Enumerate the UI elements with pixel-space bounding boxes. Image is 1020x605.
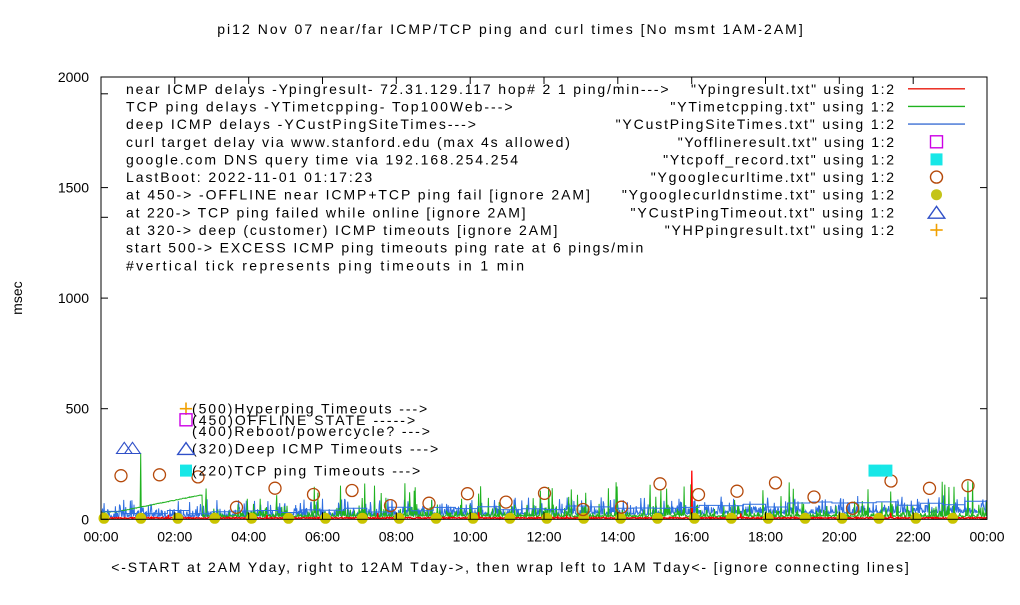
svg-text:<-START at 2AM Yday, right to: <-START at 2AM Yday, right to 12AM Tday-…: [111, 559, 909, 575]
svg-text:"YCustPingTimeout.txt" using 1: "YCustPingTimeout.txt" using 1:2: [631, 204, 895, 220]
svg-text:16:00: 16:00: [674, 528, 709, 544]
svg-text:02:00: 02:00: [157, 528, 192, 544]
svg-text:2000: 2000: [58, 69, 89, 85]
svg-text:00:00: 00:00: [969, 528, 1004, 544]
svg-text:LastBoot: 2022-11-01 01:17:23: LastBoot: 2022-11-01 01:17:23: [126, 169, 372, 185]
svg-text:"Yofflineresult.txt" using 1:2: "Yofflineresult.txt" using 1:2: [678, 134, 894, 150]
svg-text:0: 0: [81, 511, 89, 527]
svg-text:500: 500: [66, 401, 90, 417]
svg-text:google.com DNS query time via: google.com DNS query time via 192.168.25…: [126, 151, 518, 167]
svg-text:at 450-> -OFFLINE near ICMP+TC: at 450-> -OFFLINE near ICMP+TCP ping fai…: [126, 187, 590, 203]
svg-text:14:00: 14:00: [600, 528, 635, 544]
svg-text:18:00: 18:00: [748, 528, 783, 544]
svg-text:04:00: 04:00: [231, 528, 266, 544]
svg-text:#vertical tick represents ping: #vertical tick represents ping timeouts …: [126, 257, 524, 273]
svg-text:"Ygooglecurltime.txt" using 1:: "Ygooglecurltime.txt" using 1:2: [651, 169, 894, 185]
svg-text:start 500-> EXCESS ICMP ping t: start 500-> EXCESS ICMP ping timeouts pi…: [126, 240, 643, 256]
svg-text:08:00: 08:00: [379, 528, 414, 544]
svg-text:10:00: 10:00: [453, 528, 488, 544]
svg-text:"YTimetcpping.txt" using 1:2: "YTimetcpping.txt" using 1:2: [670, 98, 894, 114]
svg-text:22:00: 22:00: [896, 528, 931, 544]
svg-text:06:00: 06:00: [305, 528, 340, 544]
svg-text:deep ICMP delays -YCustPingSit: deep ICMP delays -YCustPingSiteTimes--->: [126, 116, 476, 132]
svg-text:"YCustPingSiteTimes.txt" using: "YCustPingSiteTimes.txt" using 1:2: [616, 116, 895, 132]
svg-text:at 220-> TCP ping failed while: at 220-> TCP ping failed while online [i…: [126, 204, 526, 220]
svg-text:"Ypingresult.txt" using 1:2: "Ypingresult.txt" using 1:2: [691, 81, 894, 97]
svg-text:1000: 1000: [58, 290, 89, 306]
svg-text:at 320-> deep (customer) ICMP: at 320-> deep (customer) ICMP timeouts […: [126, 222, 557, 238]
svg-text:1500: 1500: [58, 180, 89, 196]
svg-text:(220)TCP ping Timeouts --->: (220)TCP ping Timeouts --->: [192, 463, 420, 479]
svg-text:00:00: 00:00: [83, 528, 118, 544]
svg-text:(320)Deep ICMP Timeouts --->: (320)Deep ICMP Timeouts --->: [192, 441, 438, 457]
svg-text:pi12 Nov 07 near/far ICMP/TCP: pi12 Nov 07 near/far ICMP/TCP ping and c…: [217, 21, 803, 37]
svg-text:msec: msec: [9, 281, 25, 314]
svg-text:TCP ping delays -YTimetcpping-: TCP ping delays -YTimetcpping- Top100Web…: [126, 98, 513, 114]
svg-text:12:00: 12:00: [526, 528, 561, 544]
svg-text:"Ytcpoff_record.txt" using 1:2: "Ytcpoff_record.txt" using 1:2: [663, 151, 894, 167]
svg-text:near ICMP delays -Ypingresult-: near ICMP delays -Ypingresult- 72.31.129…: [126, 81, 669, 97]
svg-text:"YHPpingresult.txt" using 1:2: "YHPpingresult.txt" using 1:2: [665, 222, 894, 238]
svg-text:20:00: 20:00: [822, 528, 857, 544]
svg-text:"Ygooglecurldnstime.txt" using: "Ygooglecurldnstime.txt" using 1:2: [622, 187, 894, 203]
svg-text:curl target delay via www.stan: curl target delay via www.stanford.edu (…: [126, 134, 570, 150]
